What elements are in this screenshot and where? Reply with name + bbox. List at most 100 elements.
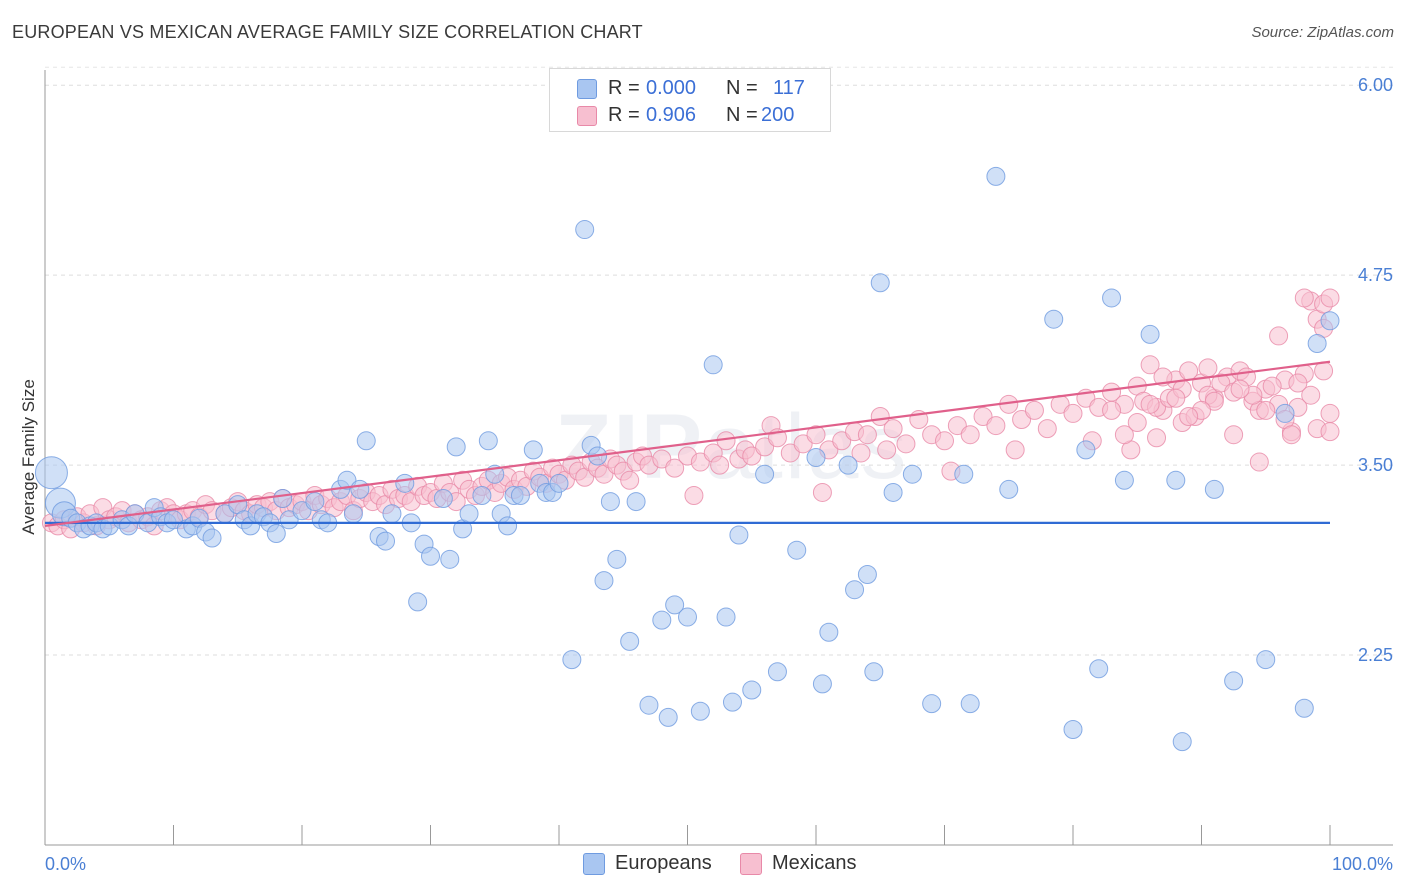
european-point bbox=[703, 355, 723, 375]
mexican-point bbox=[1063, 403, 1083, 423]
european-point bbox=[446, 437, 466, 457]
legend-r-value: 0.000 bbox=[646, 77, 697, 99]
european-point bbox=[787, 540, 807, 560]
mexican-point bbox=[1320, 422, 1340, 442]
european-point bbox=[164, 510, 183, 530]
mexican-point bbox=[877, 440, 897, 460]
european-point bbox=[594, 571, 614, 591]
european-point bbox=[1275, 403, 1295, 423]
european-point bbox=[356, 431, 376, 451]
mexican-point bbox=[1114, 425, 1134, 445]
european-point bbox=[626, 492, 646, 512]
mexican-point bbox=[742, 446, 762, 466]
european-point bbox=[986, 166, 1006, 186]
axis-labels: 2.25 3.50 4.75 6.00 0.0% 100.0% Average Family… bbox=[19, 75, 1393, 874]
legend: R = 0.000 N = 117 R = 0.906 N = 200 bbox=[549, 68, 831, 132]
mexican-point bbox=[652, 449, 672, 469]
legend-swatch-mexicans bbox=[740, 853, 762, 875]
european-point bbox=[421, 546, 440, 566]
european-point bbox=[266, 523, 286, 543]
european-point bbox=[819, 622, 839, 642]
european-point bbox=[1140, 324, 1160, 344]
european-point bbox=[722, 692, 742, 712]
european-point bbox=[395, 473, 415, 493]
european-point bbox=[607, 549, 627, 569]
mexican-point bbox=[1281, 425, 1301, 445]
mexican-point bbox=[1147, 428, 1167, 448]
mexican-point bbox=[793, 434, 813, 454]
legend-label-europeans: Europeans bbox=[615, 852, 712, 874]
legend-r-label: R = bbox=[608, 104, 640, 126]
european-point bbox=[433, 489, 453, 509]
mexican-point bbox=[973, 406, 993, 426]
legend-r-value: 0.906 bbox=[646, 104, 697, 126]
mexican-point bbox=[851, 443, 871, 463]
mexican-point bbox=[870, 406, 890, 426]
european-point bbox=[600, 492, 620, 512]
european-point bbox=[382, 504, 402, 524]
mexican-point bbox=[1140, 394, 1160, 414]
european-point bbox=[523, 440, 543, 460]
mexican-point bbox=[684, 485, 704, 505]
european-point bbox=[34, 456, 68, 490]
european-point bbox=[729, 525, 749, 545]
mexican-point bbox=[710, 455, 730, 475]
legend-n-value: 200 bbox=[761, 104, 795, 126]
mexican-point bbox=[947, 416, 967, 436]
european-point bbox=[665, 595, 685, 615]
mexican-point bbox=[1211, 373, 1231, 393]
legend-n-label: N = bbox=[726, 77, 758, 99]
european-point bbox=[1166, 470, 1186, 490]
mexican-point bbox=[1288, 373, 1308, 393]
mexican-point bbox=[1102, 400, 1122, 420]
mexican-point bbox=[1301, 385, 1321, 405]
mexican-point bbox=[935, 431, 954, 451]
european-point bbox=[1204, 479, 1224, 499]
legend-row-mexicans: R = 0.906 N = 200 bbox=[550, 102, 830, 128]
european-point bbox=[678, 607, 697, 627]
legend-swatch-europeans bbox=[583, 853, 605, 875]
european-point bbox=[922, 694, 942, 714]
mexican-point bbox=[1024, 400, 1044, 420]
mexican-point bbox=[1127, 413, 1147, 433]
x-tick-label: 100.0% bbox=[1332, 854, 1393, 874]
european-point bbox=[755, 464, 775, 484]
legend-swatch-mexicans bbox=[577, 106, 597, 126]
european-point bbox=[279, 510, 299, 530]
european-point bbox=[343, 504, 363, 524]
mexican-point bbox=[806, 425, 826, 445]
mexican-point bbox=[1140, 355, 1160, 375]
european-point bbox=[999, 479, 1019, 499]
european-point bbox=[562, 650, 582, 670]
mexican-point bbox=[832, 431, 852, 451]
european-point bbox=[870, 273, 890, 293]
europeans-points bbox=[34, 166, 1340, 752]
european-point bbox=[376, 531, 396, 551]
european-point bbox=[954, 464, 974, 484]
european-point bbox=[1307, 334, 1327, 354]
mexican-point bbox=[1037, 419, 1057, 439]
european-point bbox=[1114, 470, 1134, 490]
european-point bbox=[273, 489, 293, 509]
european-point bbox=[639, 695, 659, 715]
european-point bbox=[690, 701, 710, 721]
european-point bbox=[652, 610, 672, 630]
mexican-point bbox=[1230, 379, 1250, 399]
european-point bbox=[716, 607, 736, 627]
mexican-point bbox=[1256, 400, 1276, 420]
european-point bbox=[845, 580, 865, 600]
european-point bbox=[305, 492, 325, 512]
mexican-point bbox=[1204, 391, 1224, 411]
european-point bbox=[478, 431, 498, 451]
legend-swatch-europeans bbox=[577, 79, 597, 99]
y-axis-title: Average Family Size bbox=[19, 379, 38, 535]
x-tick-label: 0.0% bbox=[45, 854, 86, 874]
european-point bbox=[658, 707, 678, 727]
european-point bbox=[472, 485, 492, 505]
european-point bbox=[812, 674, 832, 694]
trend-lines bbox=[44, 360, 1331, 527]
mexican-point bbox=[960, 425, 980, 445]
european-point bbox=[864, 662, 884, 682]
european-point bbox=[510, 485, 530, 505]
